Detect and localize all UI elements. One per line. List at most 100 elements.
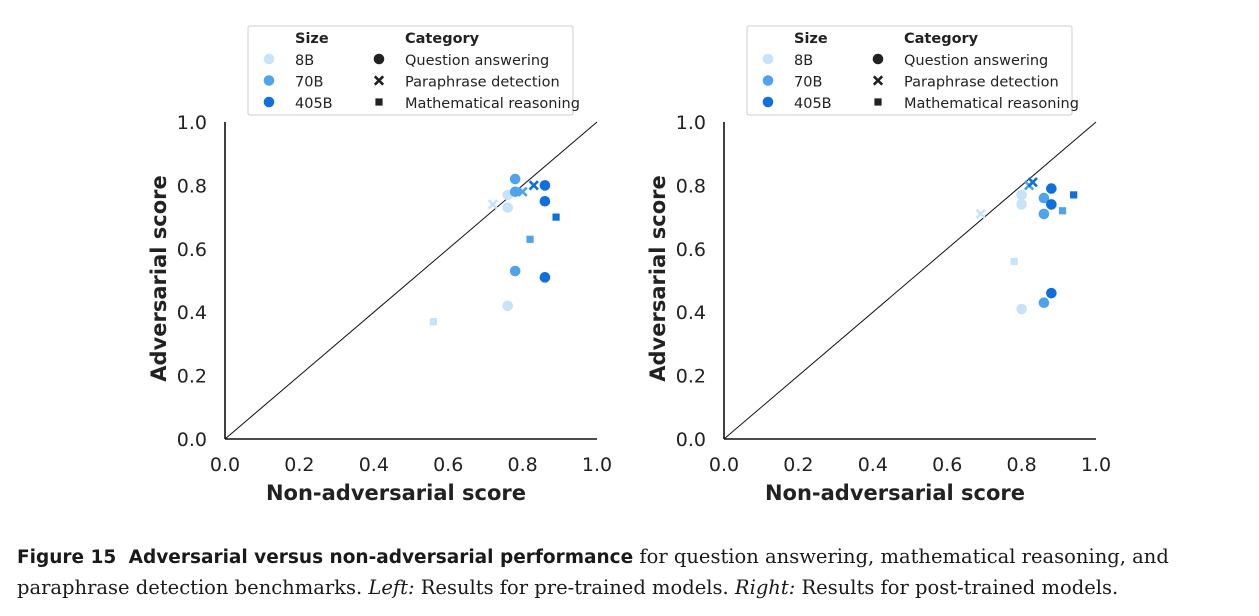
scatter-panel-right: 0.0 0.2 0.4 0.6 0.8 1.0 0.0 0.2 0.4 0.6 0.8 1.0 Non-… (646, 25, 1111, 505)
legend-box (746, 25, 1073, 116)
y-tick-label: 0.2 (177, 366, 207, 388)
x-axis-title: Non-adversarial score (765, 481, 1025, 505)
y-tick-label: 0.6 (177, 239, 207, 261)
x-axis-title: Non-adversarial score (266, 481, 526, 505)
figure-caption: Figure 15 Adversarial versus non-adversa… (17, 542, 1252, 603)
legend-category-label: Paraphrase detection (904, 75, 1059, 91)
legend-size-label: 70B (794, 75, 822, 91)
data-point-circle (1038, 208, 1050, 220)
legend-category-label: Paraphrase detection (405, 75, 560, 91)
data-point-square (429, 318, 437, 326)
x-tick-label: 0.0 (709, 454, 739, 476)
data-point-square (1070, 191, 1078, 199)
data-point-circle (1046, 287, 1057, 299)
data-point-circle (539, 195, 551, 207)
y-tick-label: 0.4 (676, 302, 706, 324)
y-tick-label: 1.0 (676, 112, 706, 134)
caption-text-2: Results for pre-trained models. (414, 576, 735, 599)
data-point-circle (1016, 303, 1027, 315)
data-point-circle (1016, 199, 1027, 210)
x-tick-label: 0.4 (858, 454, 888, 476)
data-point-circle (1046, 199, 1057, 210)
caption-left-label: Left: (368, 576, 415, 599)
legend-size-swatch (762, 96, 774, 108)
legend-category-label: Question answering (405, 53, 549, 69)
data-point-x (1027, 177, 1038, 188)
x-tick-label: 0.6 (433, 454, 463, 476)
y-axis-title: Adversarial score (646, 175, 670, 381)
legend: Size Category 8B 70B 405B Question answering P… (746, 25, 1079, 116)
data-point-square (526, 235, 534, 243)
data-point-x (487, 199, 498, 210)
legend-size-swatch (762, 75, 774, 86)
reference-line (723, 121, 1097, 440)
data-point-square (1010, 257, 1018, 266)
x-tick-label: 0.4 (359, 454, 389, 476)
legend-category-label: Question answering (904, 53, 1048, 69)
data-point-x (517, 186, 528, 197)
y-tick-label: 0.0 (676, 429, 706, 451)
legend-size-swatch (263, 96, 275, 108)
legend: Size Category 8B 70B 405B Question answering P… (247, 25, 580, 116)
y-axis-title: Adversarial score (147, 175, 171, 381)
x-tick-label: 0.8 (507, 454, 537, 476)
caption-right-label: Right: (734, 576, 796, 599)
legend-category-marker (874, 98, 882, 106)
legend-size-label: 405B (794, 96, 832, 112)
y-tick-label: 0.6 (676, 239, 706, 261)
legend-size-swatch (263, 75, 275, 86)
y-tick-label: 0.2 (676, 366, 706, 388)
x-tick-label: 0.0 (210, 454, 240, 476)
legend-category-title: Category (904, 31, 979, 47)
legend-category-label: Mathematical reasoning (904, 96, 1079, 112)
reference-line (224, 121, 598, 440)
data-point-x (528, 180, 539, 191)
legend-category-marker (373, 75, 385, 86)
y-tick-label: 1.0 (177, 112, 207, 134)
x-tick-label: 0.2 (284, 454, 314, 476)
y-tick-label: 0.8 (177, 175, 207, 197)
scatter-panel-left: 0.0 0.2 0.4 0.6 0.8 1.0 0.0 0.2 0.4 0.6 0.8 1.0 Non-… (147, 25, 612, 505)
caption-label: Figure 15 (17, 547, 117, 568)
legend-size-title: Size (794, 31, 828, 47)
data-point-x (975, 208, 986, 220)
legend-category-title: Category (405, 31, 480, 47)
legend-size-swatch (762, 53, 774, 65)
x-tick-label: 1.0 (1081, 454, 1111, 476)
data-point-circle (1046, 183, 1057, 194)
data-point-square (1058, 207, 1067, 215)
data-point-circle (1016, 189, 1027, 201)
y-tick-label: 0.8 (676, 175, 706, 197)
data-point-circle (1038, 297, 1050, 308)
data-point-square (552, 213, 560, 221)
y-tick-label: 0.0 (177, 429, 207, 451)
legend-category-label: Mathematical reasoning (405, 96, 580, 112)
x-tick-label: 0.8 (1006, 454, 1036, 476)
legend-category-marker (872, 75, 884, 86)
data-point-circle (539, 272, 551, 283)
legend-size-label: 70B (295, 75, 323, 91)
y-tick-label: 0.4 (177, 302, 207, 324)
caption-title: Adversarial versus non-adversarial perfo… (128, 547, 634, 568)
caption-text-3: Results for post-trained models. (795, 576, 1119, 599)
legend-category-marker (375, 98, 383, 106)
legend-box (247, 25, 574, 116)
legend-size-title: Size (295, 31, 329, 47)
data-point-circle (509, 186, 521, 198)
legend-size-label: 405B (295, 96, 333, 112)
data-point-circle (502, 300, 514, 312)
data-point-circle (1038, 192, 1050, 204)
data-point-circle (509, 173, 521, 185)
legend-category-marker (373, 53, 385, 65)
caption-text-1: for question answering, mathematical rea… (17, 545, 1169, 599)
x-tick-label: 0.2 (783, 454, 813, 476)
x-tick-label: 0.6 (932, 454, 962, 476)
legend-size-swatch (263, 53, 275, 65)
data-point-circle (509, 265, 521, 277)
data-point-circle (502, 202, 514, 213)
legend-category-marker (872, 53, 884, 65)
data-point-circle (539, 180, 551, 191)
x-tick-label: 1.0 (582, 454, 612, 476)
legend-size-label: 8B (794, 53, 813, 69)
